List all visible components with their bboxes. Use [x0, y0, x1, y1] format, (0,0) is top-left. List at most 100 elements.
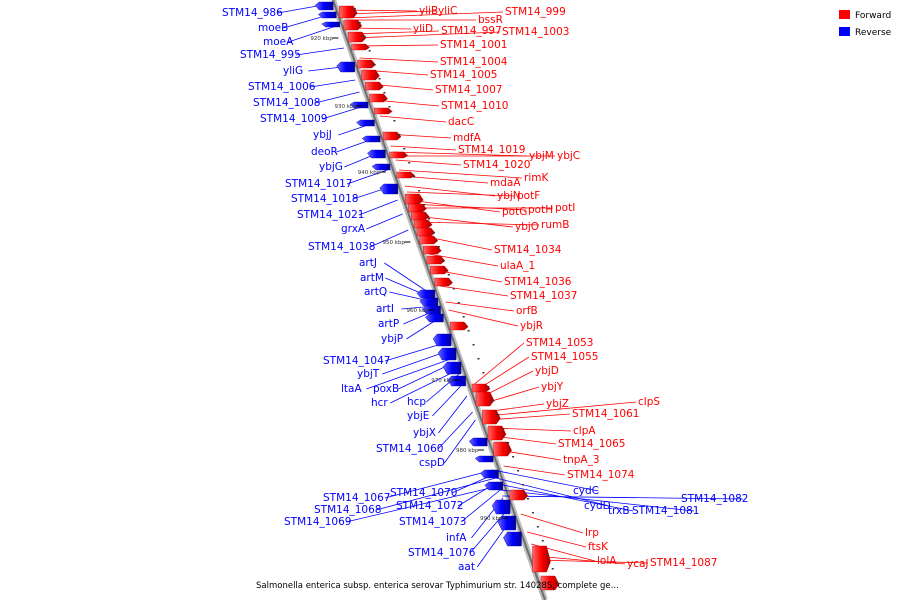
- reverse-gene-block: [497, 515, 516, 531]
- gene-features: [314, 1, 560, 591]
- reverse-gene-block: [484, 481, 503, 491]
- reverse-gene-label: aat: [458, 561, 475, 573]
- forward-connector: [392, 151, 528, 157]
- reverse-connector: [384, 262, 432, 295]
- forward-gene-label: STM14_1055: [531, 351, 598, 363]
- minor-tick: [517, 470, 520, 472]
- minor-tick: [383, 92, 386, 94]
- reverse-gene-label: infA: [446, 532, 467, 544]
- reverse-gene-block: [356, 119, 375, 127]
- minor-tick: [551, 568, 554, 570]
- kbp-tick-label: 980 kbp: [456, 448, 479, 454]
- forward-gene-block: [423, 245, 442, 255]
- minor-tick: [403, 148, 406, 150]
- kbp-tick-label: 990 kbp: [480, 516, 503, 522]
- reverse-gene-label: ybjG: [319, 161, 343, 173]
- reverse-connector: [502, 495, 744, 500]
- forward-gene-label: STM14_1037: [510, 290, 577, 302]
- reverse-gene-block: [349, 101, 369, 109]
- forward-connector: [359, 57, 439, 63]
- reverse-connector: [444, 419, 476, 464]
- forward-gene-label: ybjR: [520, 320, 543, 332]
- forward-gene-label: ycaJ: [627, 558, 649, 570]
- reverse-gene-block: [491, 499, 511, 515]
- legend-forward-label: Forward: [855, 11, 891, 21]
- minor-tick: [373, 64, 376, 66]
- kbp-tick-label: 920 kbp: [310, 36, 333, 42]
- forward-connector: [474, 342, 525, 385]
- reverse-gene-label: moeA: [263, 36, 294, 48]
- minor-tick: [408, 162, 411, 164]
- forward-connector: [343, 10, 437, 15]
- minor-tick: [556, 582, 559, 584]
- reverse-gene-block: [437, 347, 457, 361]
- minor-tick: [398, 134, 401, 136]
- forward-gene-block: [426, 255, 446, 265]
- reverse-gene-label: STM14_1076: [408, 547, 476, 559]
- minor-tick: [393, 120, 396, 122]
- forward-gene-label: STM14_1036: [504, 276, 572, 288]
- reverse-gene-label: hcr: [371, 397, 388, 409]
- forward-gene-label: yliB: [419, 5, 438, 17]
- forward-connector: [417, 221, 540, 226]
- reverse-gene-block: [317, 11, 337, 19]
- forward-gene-label: STM14_1034: [494, 244, 562, 256]
- reverse-gene-block: [416, 289, 436, 299]
- reverse-connector: [358, 199, 398, 216]
- forward-gene-label: STM14_1007: [435, 84, 502, 96]
- forward-gene-label: clpA: [573, 425, 596, 437]
- minor-tick: [437, 246, 440, 248]
- kbp-tick-label: 940 kbp: [358, 170, 381, 176]
- forward-gene-label: ybjN: [497, 190, 521, 202]
- forward-gene-label: ybjM: [529, 150, 554, 162]
- reverse-gene-label: STM14_1082: [681, 493, 748, 505]
- forward-gene-label: STM14_1010: [441, 100, 508, 112]
- reverse-gene-label: ltaA: [341, 383, 362, 395]
- forward-gene-block: [471, 383, 491, 393]
- minor-tick: [368, 50, 371, 52]
- forward-gene-label: yliD: [413, 23, 433, 35]
- reverse-connector: [369, 229, 409, 248]
- forward-gene-label: potG: [502, 206, 527, 218]
- reverse-gene-label: ybjE: [407, 410, 429, 422]
- reverse-gene-label: STM14_986: [222, 7, 283, 19]
- reverse-connector: [460, 489, 501, 523]
- reverse-gene-label: trxB: [608, 505, 630, 517]
- reverse-gene-label: cydD: [584, 500, 611, 512]
- forward-gene-label: STM14_1061: [572, 408, 639, 420]
- minor-tick: [423, 204, 426, 206]
- reverse-connector: [390, 369, 458, 404]
- forward-gene-label: ybjO: [515, 221, 539, 233]
- minor-tick: [497, 414, 500, 416]
- minor-tick: [477, 358, 480, 360]
- forward-connector: [439, 285, 509, 297]
- minor-tick: [531, 512, 534, 514]
- forward-connector: [355, 44, 439, 47]
- forward-connector: [448, 309, 519, 327]
- forward-gene-label: clpS: [638, 396, 660, 408]
- reverse-gene-block: [419, 297, 438, 307]
- reverse-gene-block: [361, 135, 381, 143]
- forward-gene-label: tnpA_3: [563, 454, 600, 466]
- minor-tick: [432, 232, 435, 234]
- forward-gene-block: [408, 203, 427, 213]
- reverse-gene-block: [425, 313, 444, 323]
- forward-gene-block: [382, 131, 402, 141]
- forward-gene-block: [419, 235, 439, 245]
- minor-tick: [442, 260, 445, 262]
- reverse-gene-block: [442, 361, 462, 375]
- reverse-gene-label: STM14_1009: [260, 113, 327, 125]
- forward-connector: [485, 401, 637, 417]
- reverse-connector: [314, 91, 360, 104]
- legend-reverse-label: Reverse: [855, 28, 892, 38]
- reverse-gene-label: ybjJ: [313, 129, 332, 141]
- reverse-gene-block: [503, 531, 522, 547]
- forward-gene-block: [357, 59, 376, 69]
- forward-gene-label: ybjC: [557, 150, 580, 162]
- forward-gene-label: potI: [555, 202, 575, 214]
- forward-connector: [411, 203, 527, 211]
- forward-gene-block: [449, 321, 469, 331]
- reverse-gene-label: STM14_1047: [323, 355, 390, 367]
- forward-connector: [526, 531, 587, 548]
- minor-tick: [522, 484, 525, 486]
